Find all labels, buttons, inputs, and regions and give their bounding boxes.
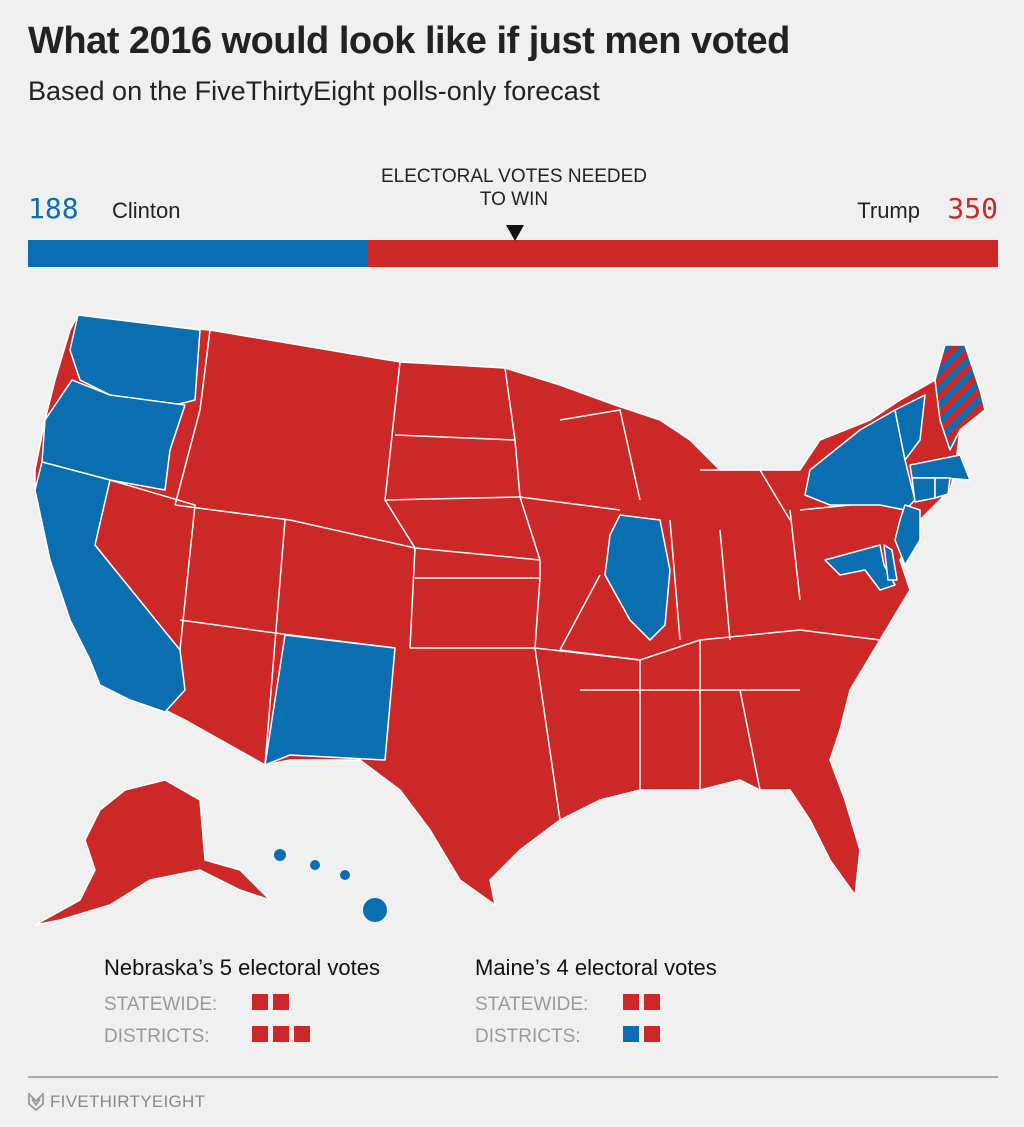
legend-nebraska: Nebraska’s 5 electoral votes STATEWIDE: … — [104, 955, 380, 1053]
state-border — [700, 469, 791, 521]
fox-logo-icon — [28, 1093, 44, 1111]
legend-heading: Nebraska’s 5 electoral votes — [104, 955, 380, 980]
trump-vote-square — [273, 994, 289, 1010]
state-nj — [894, 504, 921, 566]
statewide-label: STATEWIDE: — [104, 994, 218, 1015]
state-border — [559, 574, 601, 651]
state-de — [883, 544, 898, 581]
statewide-label: STATEWIDE: — [475, 994, 589, 1015]
state-or — [41, 379, 186, 491]
trump-bar-segment — [366, 240, 998, 267]
districts-label: DISTRICTS: — [104, 1026, 210, 1047]
state-ma — [909, 454, 971, 481]
subtitle: Based on the FiveThirtyEight polls-only … — [28, 76, 600, 106]
state-border — [174, 504, 541, 561]
footer-divider — [28, 1076, 998, 1078]
state-nm — [264, 634, 396, 766]
state-border — [739, 689, 761, 791]
state-border — [504, 367, 561, 821]
state-md — [824, 544, 896, 591]
trump-votes: 350 — [947, 192, 998, 225]
legend-heading: Maine’s 4 electoral votes — [475, 955, 717, 980]
state-border — [669, 519, 681, 641]
state-border — [174, 329, 211, 506]
state-hi-island — [274, 849, 286, 861]
trump-vote-square — [252, 1026, 268, 1042]
needed-to-win-label: ELECTORAL VOTES NEEDED TO WIN — [380, 166, 648, 210]
state-me — [934, 344, 986, 451]
state-hi-island — [363, 898, 387, 922]
state-il — [604, 514, 671, 641]
state-border — [264, 519, 286, 766]
state-hi-island — [310, 860, 320, 870]
clinton-bar-segment — [28, 240, 367, 267]
state-border — [384, 496, 521, 501]
clinton-vote-square — [623, 1026, 639, 1042]
electoral-vote-bar — [28, 240, 998, 267]
clinton-label: Clinton — [112, 198, 181, 223]
us-electoral-map — [34, 314, 986, 926]
state-ca — [34, 461, 186, 713]
state-border — [789, 509, 801, 601]
footer-brand: FIVETHIRTYEIGHT — [28, 1092, 205, 1112]
trump-vote-square — [644, 1026, 660, 1042]
state-ct — [911, 477, 936, 503]
trump-vote-square — [623, 994, 639, 1010]
state-border — [384, 361, 416, 649]
needed-to-win-marker — [505, 225, 524, 241]
brand-name: FIVETHIRTYEIGHT — [50, 1092, 206, 1111]
trump-vote-square — [273, 1026, 289, 1042]
state-hi-island — [340, 870, 350, 880]
state-border — [394, 434, 516, 441]
state-border — [519, 496, 621, 511]
trump-vote-square — [644, 994, 660, 1010]
state-border — [109, 479, 196, 651]
state-border — [719, 529, 731, 641]
state-ny — [804, 409, 916, 511]
state-ak — [34, 779, 271, 926]
state-vt — [894, 394, 926, 461]
state-border — [559, 409, 641, 501]
clinton-votes: 188 — [28, 192, 79, 225]
trump-vote-square — [294, 1026, 310, 1042]
legend-maine: Maine’s 4 electoral votes STATEWIDE: DIS… — [475, 955, 717, 1053]
state-ri — [934, 477, 951, 499]
trump-label: Trump — [857, 198, 920, 223]
title: What 2016 would look like if just men vo… — [28, 20, 790, 62]
trump-vote-square — [252, 994, 268, 1010]
districts-label: DISTRICTS: — [475, 1026, 581, 1047]
